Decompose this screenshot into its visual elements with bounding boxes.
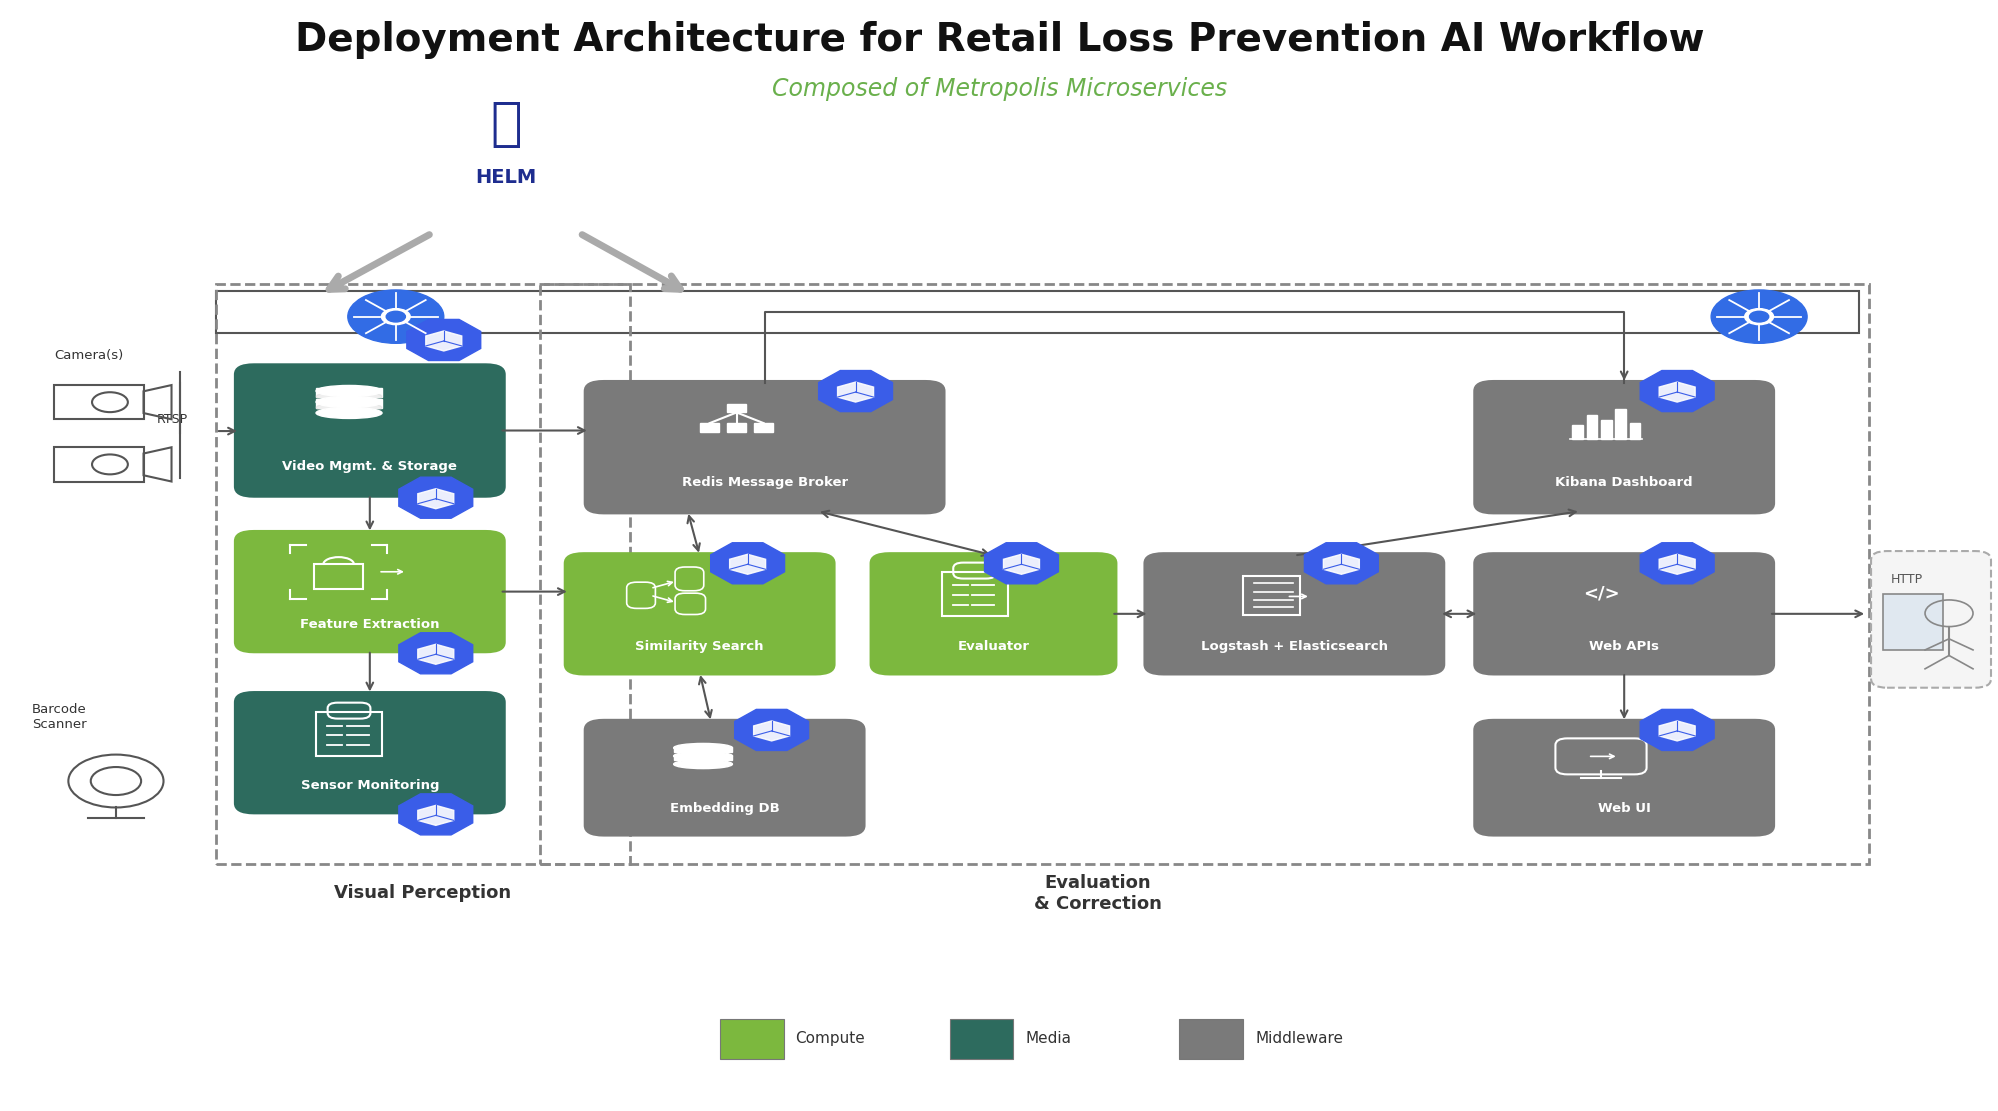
FancyBboxPatch shape — [1143, 552, 1445, 675]
FancyBboxPatch shape — [234, 691, 505, 814]
Bar — [699, 423, 719, 432]
Polygon shape — [418, 489, 454, 509]
FancyBboxPatch shape — [869, 552, 1117, 675]
Text: HTTP: HTTP — [1890, 573, 1922, 587]
Polygon shape — [1658, 382, 1694, 402]
Text: RTSP: RTSP — [156, 412, 188, 426]
Bar — [1586, 414, 1596, 439]
Text: Middleware: Middleware — [1255, 1031, 1343, 1047]
FancyBboxPatch shape — [1870, 551, 1990, 688]
Text: Similarity Search: Similarity Search — [635, 640, 763, 653]
Polygon shape — [735, 710, 807, 750]
Polygon shape — [753, 721, 789, 741]
Polygon shape — [819, 371, 891, 411]
Text: </>: </> — [1582, 585, 1618, 603]
Ellipse shape — [673, 751, 731, 760]
Polygon shape — [400, 478, 472, 518]
Ellipse shape — [316, 408, 382, 419]
Ellipse shape — [316, 391, 382, 402]
Text: Feature Extraction: Feature Extraction — [300, 618, 440, 631]
Ellipse shape — [316, 397, 382, 408]
Bar — [1628, 423, 1640, 439]
FancyBboxPatch shape — [1473, 719, 1774, 837]
Polygon shape — [408, 320, 480, 360]
Bar — [949, 1019, 1013, 1059]
Text: Evaluation
& Correction: Evaluation & Correction — [1033, 874, 1161, 912]
Bar — [727, 423, 745, 432]
Text: Sensor Monitoring: Sensor Monitoring — [300, 779, 440, 792]
Polygon shape — [985, 543, 1057, 583]
Polygon shape — [1305, 543, 1377, 583]
Polygon shape — [1640, 710, 1712, 750]
Text: Embedding DB: Embedding DB — [669, 802, 779, 815]
Ellipse shape — [316, 386, 382, 397]
Text: Deployment Architecture for Retail Loss Prevention AI Workflow: Deployment Architecture for Retail Loss … — [294, 21, 1704, 59]
Circle shape — [386, 311, 406, 322]
FancyBboxPatch shape — [234, 530, 505, 653]
Text: Video Mgmt. & Storage: Video Mgmt. & Storage — [282, 460, 458, 473]
Polygon shape — [400, 633, 472, 673]
Bar — [1600, 420, 1610, 439]
Bar — [1179, 1019, 1243, 1059]
Bar — [1614, 410, 1624, 439]
Polygon shape — [729, 554, 765, 574]
Text: Logstash + Elasticsearch: Logstash + Elasticsearch — [1201, 640, 1387, 653]
Text: Camera(s): Camera(s) — [54, 349, 124, 362]
Text: Evaluator: Evaluator — [957, 640, 1029, 653]
Bar — [216, 284, 629, 864]
Polygon shape — [418, 805, 454, 825]
Bar — [753, 423, 773, 432]
Text: Composed of Metropolis Microservices: Composed of Metropolis Microservices — [771, 77, 1227, 101]
Ellipse shape — [673, 743, 731, 752]
Circle shape — [382, 309, 410, 324]
Bar — [216, 291, 1858, 333]
Bar — [673, 747, 731, 752]
Text: Visual Perception: Visual Perception — [334, 884, 511, 902]
Polygon shape — [1003, 554, 1039, 574]
Text: Compute: Compute — [795, 1031, 865, 1047]
Circle shape — [1744, 309, 1772, 324]
Polygon shape — [1640, 371, 1712, 411]
Text: Kibana Dashboard: Kibana Dashboard — [1554, 477, 1692, 490]
Text: Web UI: Web UI — [1596, 802, 1650, 815]
Bar — [673, 754, 731, 760]
Polygon shape — [426, 331, 462, 351]
Ellipse shape — [673, 760, 731, 769]
Text: Media: Media — [1025, 1031, 1071, 1047]
FancyBboxPatch shape — [563, 552, 835, 675]
Bar — [539, 284, 1868, 864]
Polygon shape — [418, 644, 454, 664]
Polygon shape — [1323, 554, 1359, 574]
Circle shape — [1710, 290, 1806, 343]
FancyBboxPatch shape — [583, 380, 945, 514]
Text: HELM: HELM — [476, 168, 535, 188]
Polygon shape — [711, 543, 783, 583]
Text: Barcode
Scanner: Barcode Scanner — [32, 702, 86, 731]
FancyBboxPatch shape — [1473, 380, 1774, 514]
Bar — [316, 388, 382, 397]
Polygon shape — [1658, 721, 1694, 741]
Text: Redis Message Broker: Redis Message Broker — [681, 477, 847, 490]
Bar — [316, 399, 382, 408]
Text: ⎈: ⎈ — [490, 99, 521, 150]
Circle shape — [348, 290, 444, 343]
Bar — [727, 403, 745, 412]
Polygon shape — [837, 382, 873, 402]
FancyBboxPatch shape — [234, 363, 505, 498]
Ellipse shape — [316, 402, 382, 413]
Text: Web APIs: Web APIs — [1588, 640, 1658, 653]
Polygon shape — [1658, 554, 1694, 574]
Polygon shape — [1640, 543, 1712, 583]
Bar — [719, 1019, 783, 1059]
Polygon shape — [400, 794, 472, 834]
Circle shape — [1748, 311, 1768, 322]
FancyBboxPatch shape — [583, 719, 865, 837]
FancyBboxPatch shape — [1882, 594, 1942, 650]
FancyBboxPatch shape — [1473, 552, 1774, 675]
Bar — [1570, 426, 1582, 439]
